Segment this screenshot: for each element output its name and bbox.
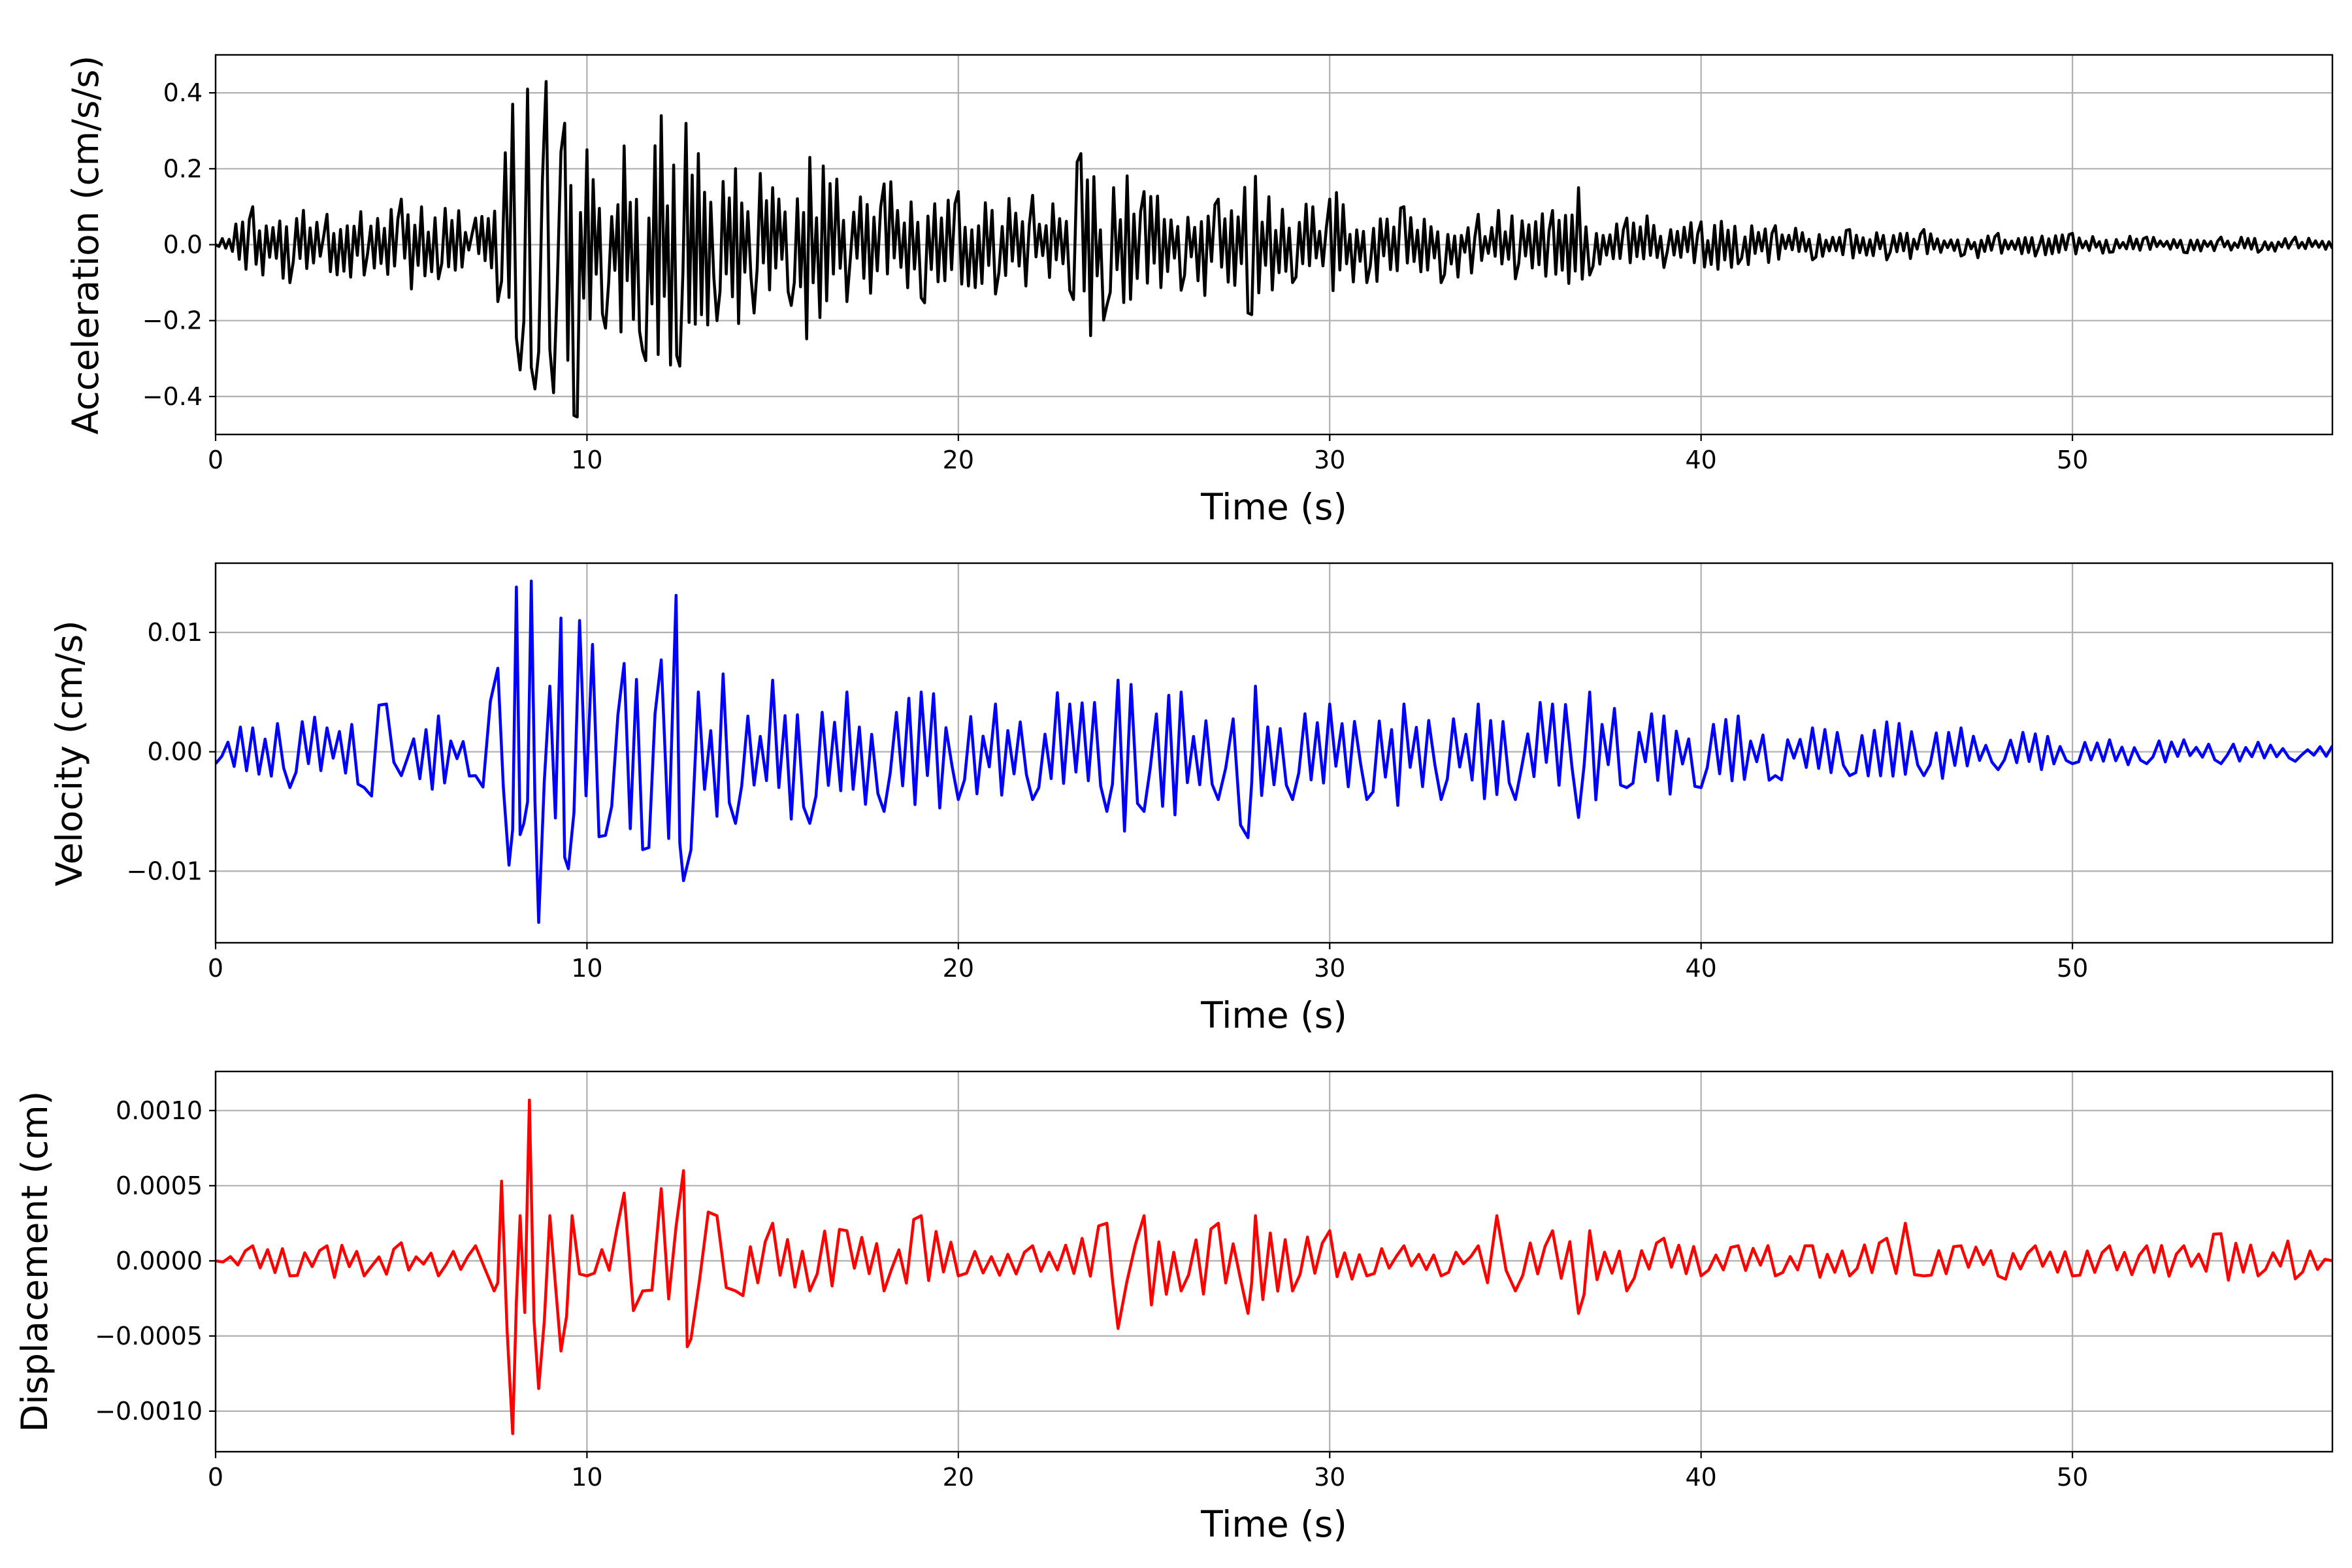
- chart-panel-2: 0 10 20 30 40 50 −0.01 0.00 0.01 Time (s) Velocity…: [48, 562, 2334, 1036]
- x-tick-label: 30: [1314, 954, 1345, 983]
- y-tick-label: 0.0005: [116, 1171, 203, 1200]
- y-axis-label: Displacement (cm): [14, 1091, 56, 1432]
- x-tick-label: 50: [2057, 954, 2088, 983]
- x-tick-label: 40: [1686, 954, 1717, 983]
- x-tick-label: 40: [1686, 1463, 1717, 1492]
- y-tick-label: 0.00: [147, 738, 203, 766]
- series-line: [216, 80, 2332, 419]
- y-tick-label: 0.0: [163, 231, 203, 259]
- series-line: [216, 1098, 2332, 1435]
- y-tick-label: −0.4: [142, 382, 203, 411]
- x-tick-label: 20: [943, 1463, 974, 1492]
- chart-panel-1: 0 10 20 30 40 50 −0.4 −0.2 0.0 0.2 0.4 Time (s) Acce…: [65, 54, 2334, 528]
- y-tick-label: 0.01: [147, 618, 203, 647]
- x-tick-label: 50: [2057, 446, 2088, 474]
- y-tick-label: 0.0000: [116, 1247, 203, 1275]
- x-tick-label: 0: [208, 446, 223, 474]
- y-tick-label: −0.0010: [95, 1397, 203, 1426]
- y-axis-label: Velocity (cm/s): [48, 620, 90, 886]
- x-tick-label: 20: [943, 954, 974, 983]
- x-tick-label: 0: [208, 1463, 223, 1492]
- x-tick-label: 50: [2057, 1463, 2088, 1492]
- x-axis-label: Time (s): [1200, 1503, 1347, 1545]
- x-tick-label: 30: [1314, 1463, 1345, 1492]
- x-tick-label: 10: [571, 1463, 602, 1492]
- x-tick-label: 0: [208, 954, 223, 983]
- y-tick-label: −0.01: [127, 857, 203, 885]
- plot-frame: [214, 562, 2334, 944]
- plot-frame: [214, 1070, 2334, 1453]
- y-tick-label: 0.2: [163, 154, 203, 183]
- chart-panel-3: 0 10 20 30 40 50 −0.0010 −0.0005 0.0000 0.0005 0.0…: [14, 1070, 2334, 1545]
- series-line: [216, 580, 2332, 924]
- y-tick-label: −0.2: [142, 306, 203, 335]
- y-tick-label: 0.0010: [116, 1096, 203, 1125]
- x-axis-label: Time (s): [1200, 486, 1347, 528]
- x-axis-label: Time (s): [1200, 994, 1347, 1036]
- y-axis-label: Acceleration (cm/s/s): [65, 56, 106, 434]
- x-tick-label: 30: [1314, 446, 1345, 474]
- y-tick-label: −0.0005: [95, 1322, 203, 1350]
- y-tick-label: 0.4: [163, 78, 203, 107]
- x-tick-label: 10: [571, 446, 602, 474]
- x-tick-label: 40: [1686, 446, 1717, 474]
- x-tick-label: 20: [943, 446, 974, 474]
- x-tick-label: 10: [571, 954, 602, 983]
